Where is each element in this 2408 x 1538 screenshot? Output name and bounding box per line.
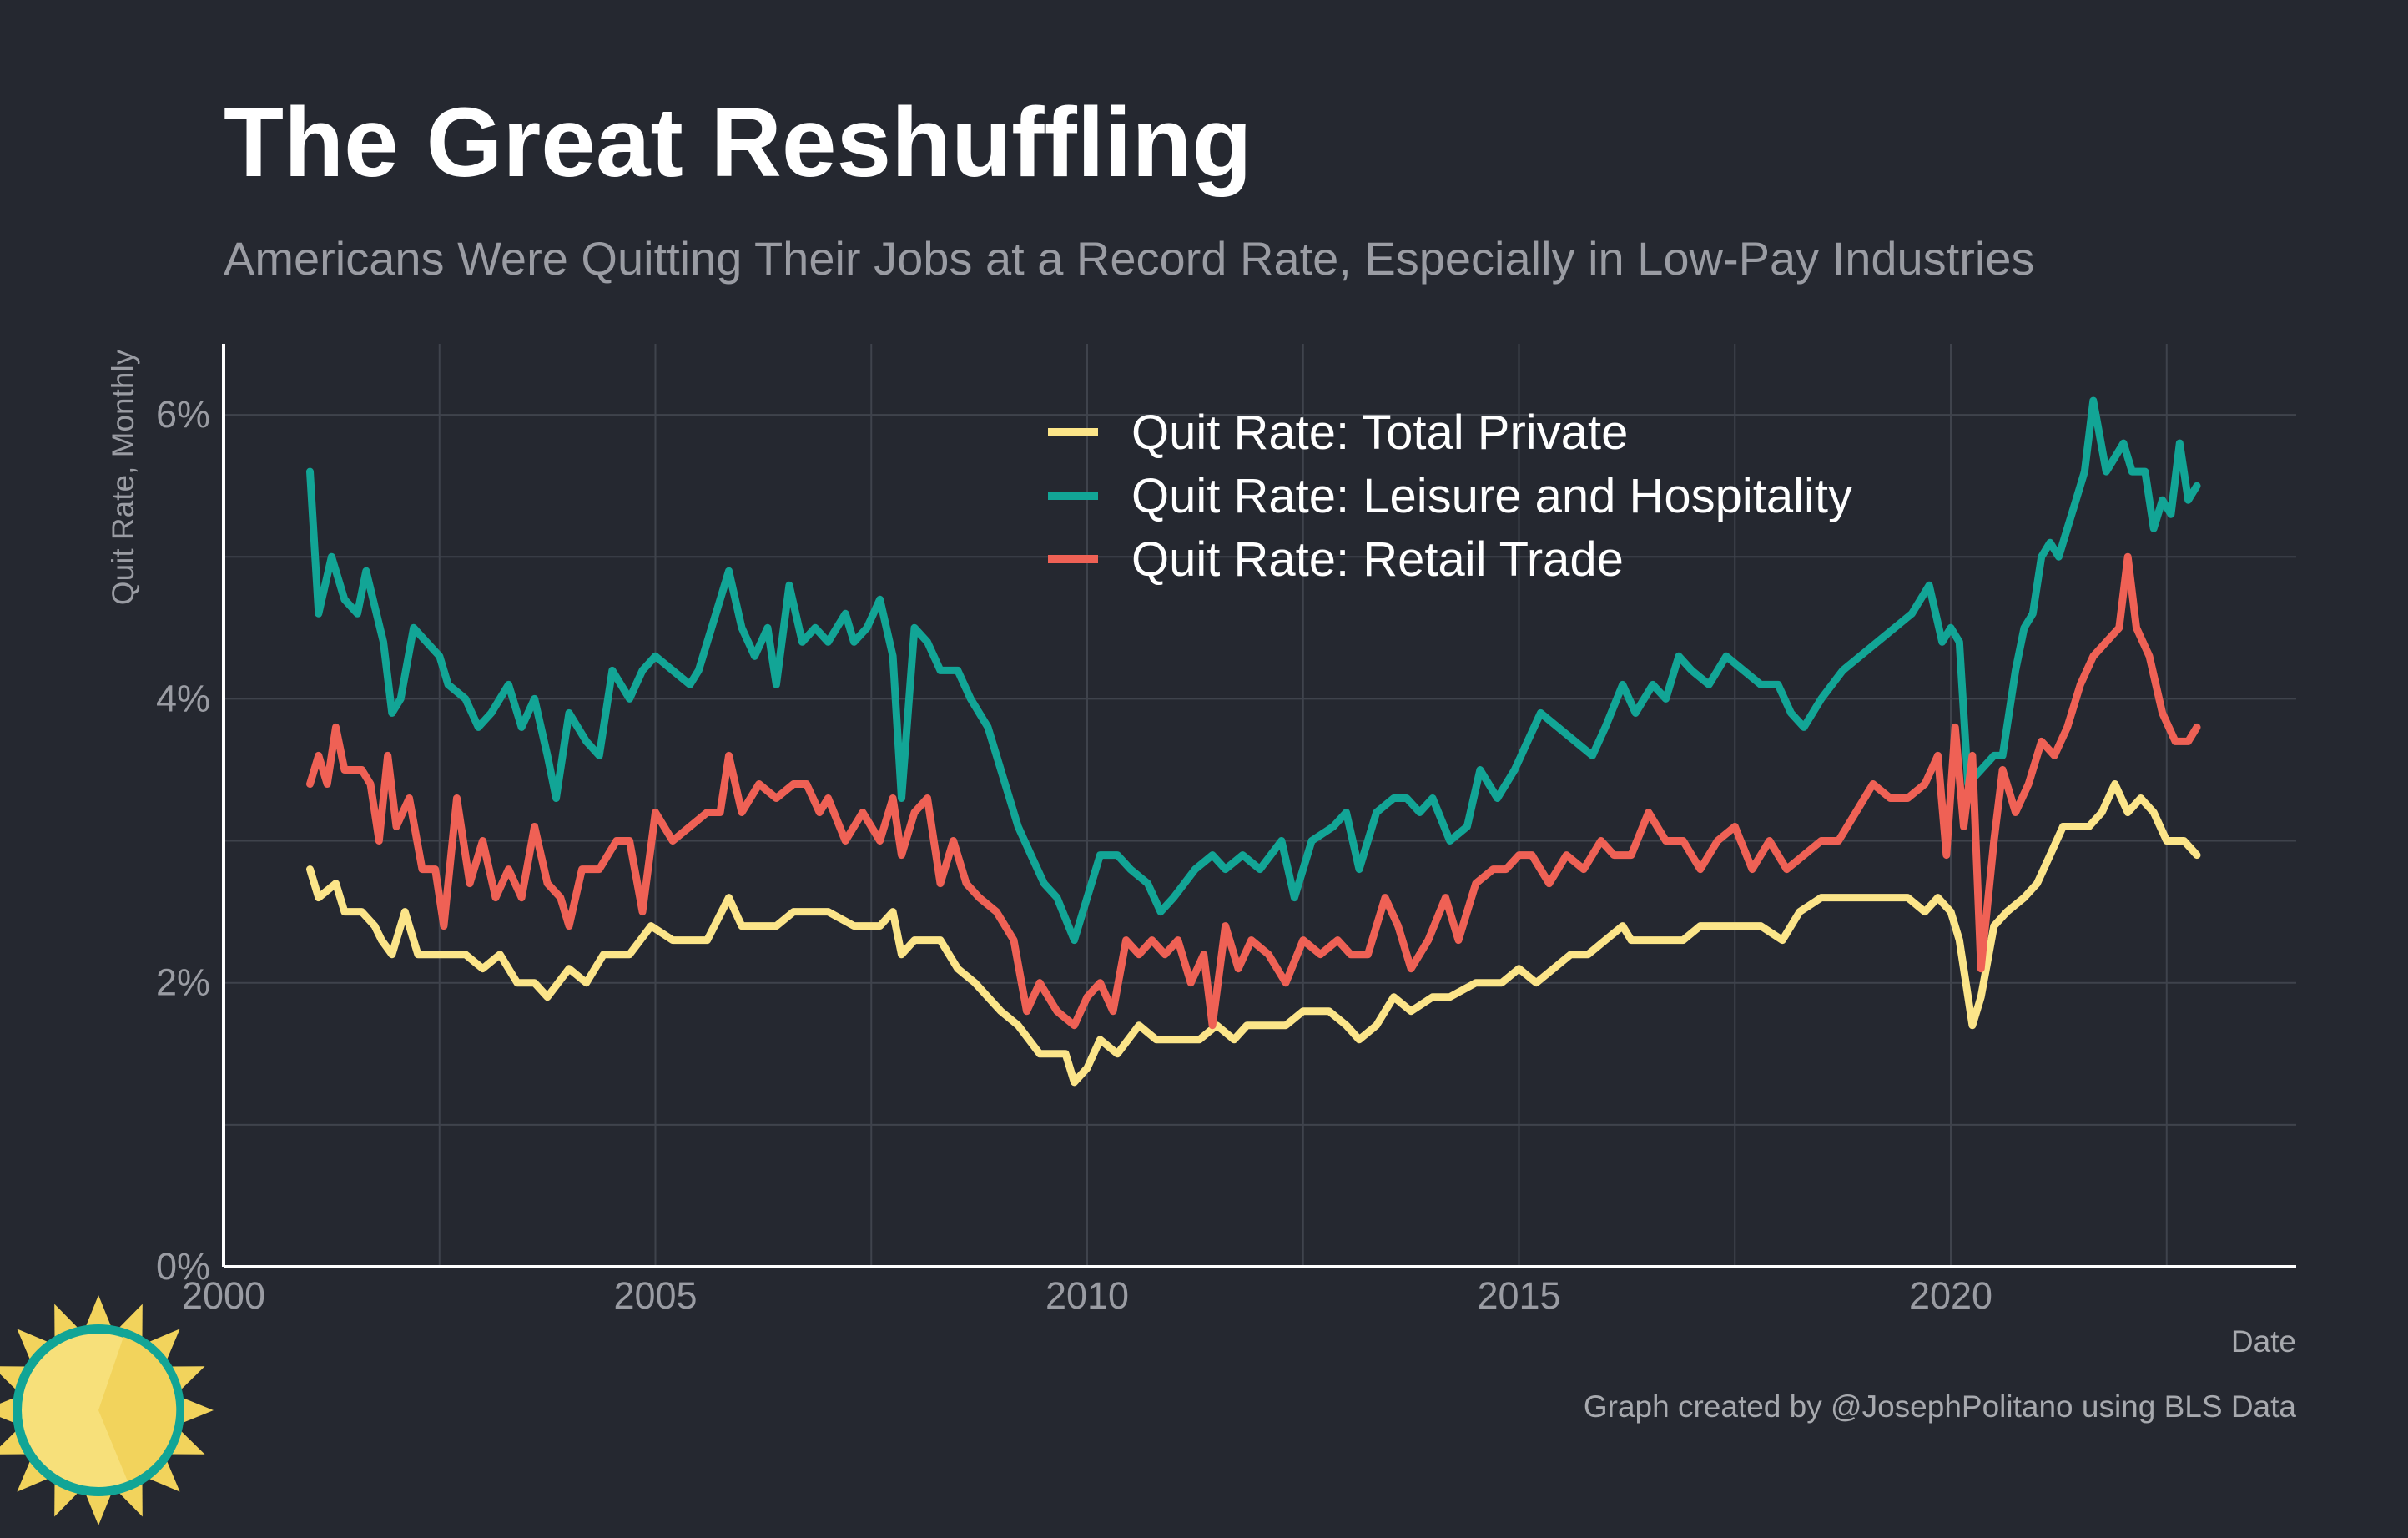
y-axis-label: Quit Rate, Monthly [106,349,140,605]
y-tick-label: 4% [156,677,210,719]
x-tick-label: 2000 [182,1274,265,1317]
sun-ray [85,1492,112,1525]
legend-label: Quit Rate: Retail Trade [1131,532,1624,587]
tick-labels: 0% 2% 4% 6% 2000 2005 2010 2015 2020 [156,393,1992,1317]
sun-icon [0,1295,214,1525]
source-credit: Graph created by @JosephPolitano using B… [1583,1389,2296,1424]
chart-subtitle: Americans Were Quitting Their Jobs at a … [224,232,2035,285]
sun-shade [98,1337,177,1481]
series-line-3 [306,552,2201,1030]
x-tick-label: 2010 [1045,1274,1129,1317]
sun-ray [180,1397,214,1424]
chart-title: The Great Reshuffling [224,88,1252,198]
y-tick-label: 0% [156,1245,210,1288]
sun-ray [17,1459,50,1492]
series-line-1 [306,780,2201,1087]
x-tick-label: 2020 [1909,1274,1992,1317]
series-lines [306,396,2201,1087]
x-axis-label: Date [2231,1324,2296,1359]
sun-ray [0,1397,17,1424]
sun-ray [0,1366,28,1391]
grid-lines [224,344,2296,1267]
legend-label: Quit Rate: Total Private [1131,406,1628,460]
y-tick-label: 6% [156,393,210,436]
x-tick-label: 2005 [613,1274,697,1317]
x-tick-label: 2015 [1477,1274,1560,1317]
axes [222,344,2296,1268]
legend-label: Quit Rate: Leisure and Hospitality [1131,469,1852,523]
sun-ray [147,1459,180,1492]
sun-ray [0,1430,28,1455]
sun-ray [85,1295,112,1329]
sun-ray [17,1329,50,1362]
y-tick-label: 2% [156,961,210,1004]
legend: Quit Rate: Total Private Quit Rate: Leisu… [1048,406,1852,587]
sun-ray [147,1329,180,1362]
